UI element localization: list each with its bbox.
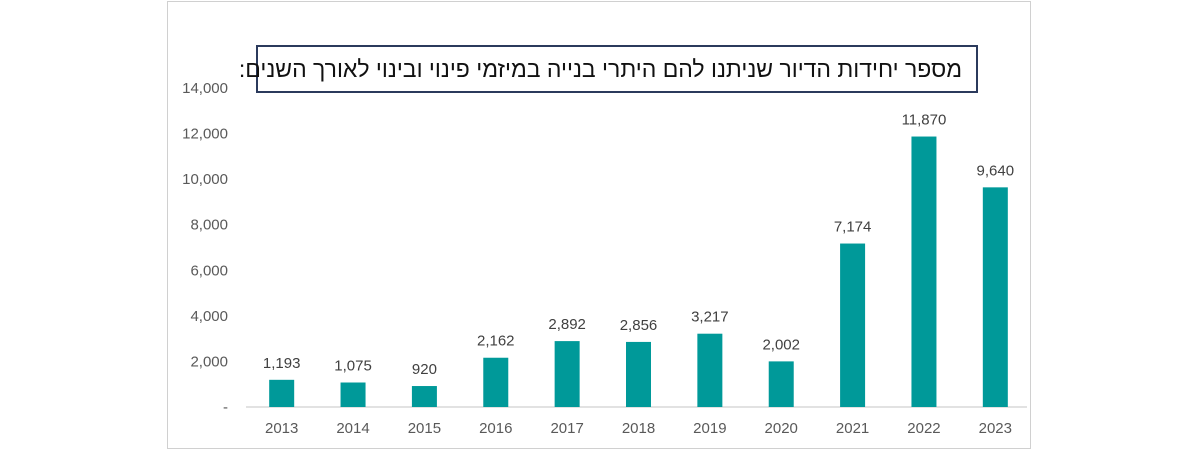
bar	[840, 243, 866, 407]
x-tick-label: 2018	[622, 420, 655, 437]
data-label: 9,640	[977, 162, 1015, 179]
y-tick-label: 14,000	[182, 80, 228, 97]
data-labels: 1,193 1,075 920 2,162 2,892 2,856 3,217 2,002 7,…	[263, 112, 1014, 379]
y-tick-label: 10,000	[182, 171, 228, 188]
data-label: 1,075	[334, 358, 372, 375]
bar	[411, 386, 437, 407]
bar	[768, 361, 794, 407]
data-label: 11,870	[902, 112, 947, 129]
x-tick-label: 2023	[979, 420, 1012, 437]
y-tick-label: 12,000	[182, 126, 228, 143]
bar	[483, 357, 509, 407]
x-tick-label: 2020	[765, 420, 798, 437]
bars	[269, 136, 1008, 407]
bar	[626, 341, 651, 407]
x-tick-label: 2019	[693, 420, 726, 437]
x-tick-label: 2013	[265, 420, 298, 437]
data-label: 2,002	[762, 336, 800, 353]
y-axis-ticks: - 2,000 4,000 6,000 8,000 10,000 12,000 14,000	[182, 80, 228, 416]
data-label: 2,162	[477, 333, 515, 350]
bar	[340, 382, 366, 407]
data-label: 2,892	[548, 316, 586, 333]
chart-title: מספר יחידות הדיור שניתנו להם היתרי בנייה…	[238, 55, 962, 82]
data-label: 7,174	[834, 219, 872, 236]
y-tick-label: -	[223, 399, 228, 416]
data-label: 1,193	[263, 355, 301, 372]
bar	[269, 379, 295, 407]
data-label: 2,856	[620, 317, 658, 334]
x-tick-label: 2022	[907, 420, 940, 437]
x-tick-label: 2021	[836, 420, 869, 437]
y-tick-label: 6,000	[190, 262, 228, 279]
data-label: 3,217	[691, 309, 729, 326]
data-label: 920	[412, 361, 437, 378]
y-tick-label: 2,000	[190, 353, 228, 370]
bar	[697, 333, 723, 407]
y-tick-label: 8,000	[190, 217, 228, 234]
x-axis-ticks: 2013 2014 2015 2016 2017 2018 2019 2020 2021 2022…	[265, 420, 1012, 437]
bar	[554, 341, 580, 407]
x-tick-label: 2017	[550, 420, 583, 437]
x-tick-label: 2014	[336, 420, 369, 437]
y-tick-label: 4,000	[190, 308, 228, 325]
x-tick-label: 2015	[408, 420, 441, 437]
bar	[911, 136, 937, 407]
bar	[982, 187, 1008, 407]
chart-title-box: מספר יחידות הדיור שניתנו להם היתרי בנייה…	[239, 45, 978, 93]
x-tick-label: 2016	[479, 420, 512, 437]
